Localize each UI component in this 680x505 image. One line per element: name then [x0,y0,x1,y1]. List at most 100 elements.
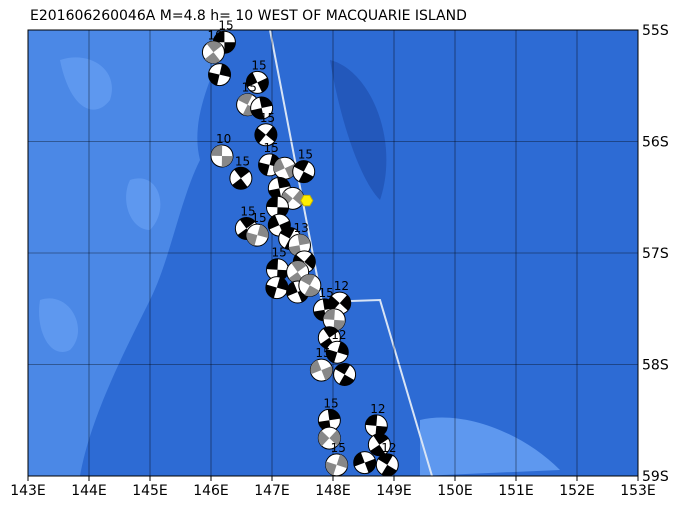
lon-tick-label: 151E [498,483,534,499]
beachball-quadrant [221,155,233,167]
beachball-quadrant [364,458,376,473]
lat-tick-label: 56S [642,135,669,151]
beachball-quadrant [266,258,279,270]
lat-tick-label: 55S [642,23,669,39]
depth-label: 15 [235,154,250,168]
lat-tick-label: 58S [642,358,669,374]
map-frame [27,29,639,477]
depth-label: 10 [207,28,222,42]
beachball-quadrant [246,232,258,246]
beachball-quadrant [291,260,307,272]
depth-label: 15 [318,286,333,300]
beachball-quadrant [234,167,250,179]
depth-label: 15 [264,141,279,155]
beachball-quadrant [337,341,349,356]
beachball-quadrant [286,281,298,297]
lat-tick-label: 57S [642,246,669,262]
beachball-quadrant [279,227,295,239]
depth-label: 15 [323,396,338,410]
beachball-quadrant [277,177,291,189]
beachball-quadrant [373,433,389,445]
depth-label: 10 [216,132,231,146]
beachball-quadrant [219,63,231,78]
bathymetry-shelf [39,57,560,476]
beachball-quadrant [339,374,355,386]
depth-label: 15 [315,346,330,360]
beachball-quadrant [204,52,221,64]
beachball-quadrant [246,72,258,88]
beachball-quadrant [273,158,285,173]
beachball-quadrant [323,308,335,320]
beachball-quadrant [265,126,277,142]
beachball-quadrant [304,253,316,270]
beachball-quadrant [365,414,378,426]
beachball-quadrant [265,284,277,299]
depth-label: 15 [240,204,255,218]
beachball-quadrant [232,178,248,190]
beachball-quadrant [335,363,351,375]
lon-tick-label: 150E [437,483,473,499]
beachball-quadrant [333,319,346,331]
lon-tick-label: 147E [254,483,290,499]
depth-label: 15 [242,81,257,95]
beachball-quadrant [304,285,320,297]
depth-label: 15 [251,211,266,225]
lon-tick-label: 152E [559,483,595,499]
beachball-quadrant [213,31,225,43]
depth-label: 12 [381,441,396,455]
beachball-quadrant [266,196,278,208]
lon-tick-label: 143E [10,483,46,499]
beachball-quadrant [377,453,393,465]
lon-tick-label: 149E [376,483,412,499]
beachball-quadrant [276,276,288,291]
depth-label: 15 [251,58,266,72]
beachball-quadrant [293,160,309,172]
depth-label: 15 [218,18,233,32]
lat-tick-label: 59S [642,469,669,485]
beachball-quadrant [336,454,348,469]
lon-tick-label: 144E [71,483,107,499]
beachball-quadrant [323,326,339,338]
events [201,30,399,477]
beachball-quadrant [298,171,314,183]
beachball-quadrant [224,42,236,54]
beachball-quadrant [297,234,311,246]
beachball-quadrant [300,274,316,286]
beachball-quadrant [268,215,280,230]
beachball-quadrant [381,464,397,476]
depth-label: 15 [260,111,275,125]
beachball-quadrant [210,144,223,156]
beachball-quadrant [257,224,269,239]
beachball-quadrant [318,430,330,447]
depth-label: 12 [331,328,346,342]
beachball-quadrant [328,295,340,312]
beachball-quadrant [206,41,223,53]
beachball-quadrant [254,127,266,144]
beachball-quadrant [326,349,338,363]
epicenter [300,194,314,207]
beachball-quadrant [353,452,365,467]
beachball-quadrant [310,359,322,375]
lon-tick-label: 146E [193,483,229,499]
beachball-quadrant [208,72,220,86]
depth-label: 12 [334,279,349,293]
lon-tick-label: 153E [620,483,656,499]
beachball-quadrant [250,108,264,120]
depth-label: 12 [370,402,385,416]
lon-tick-label: 148E [315,483,351,499]
depth-label: 15 [298,148,313,162]
map-title: E201606260046A M=4.8 h= 10 WEST OF MACQU… [30,8,467,24]
beachball-quadrant [370,444,386,456]
depth-label: 15 [271,246,286,260]
bathymetry-deep [330,60,387,200]
beachball-quadrant [257,77,269,93]
beachball-quadrant [327,409,341,421]
beachball-quadrant [237,93,253,105]
lon-tick-label: 145E [132,483,168,499]
beachball-quadrant [259,97,273,109]
beachball-quadrant [321,366,333,381]
beachball-quadrant [325,461,337,476]
beachball-quadrant [339,295,351,311]
beachball-quadrant [239,217,256,229]
